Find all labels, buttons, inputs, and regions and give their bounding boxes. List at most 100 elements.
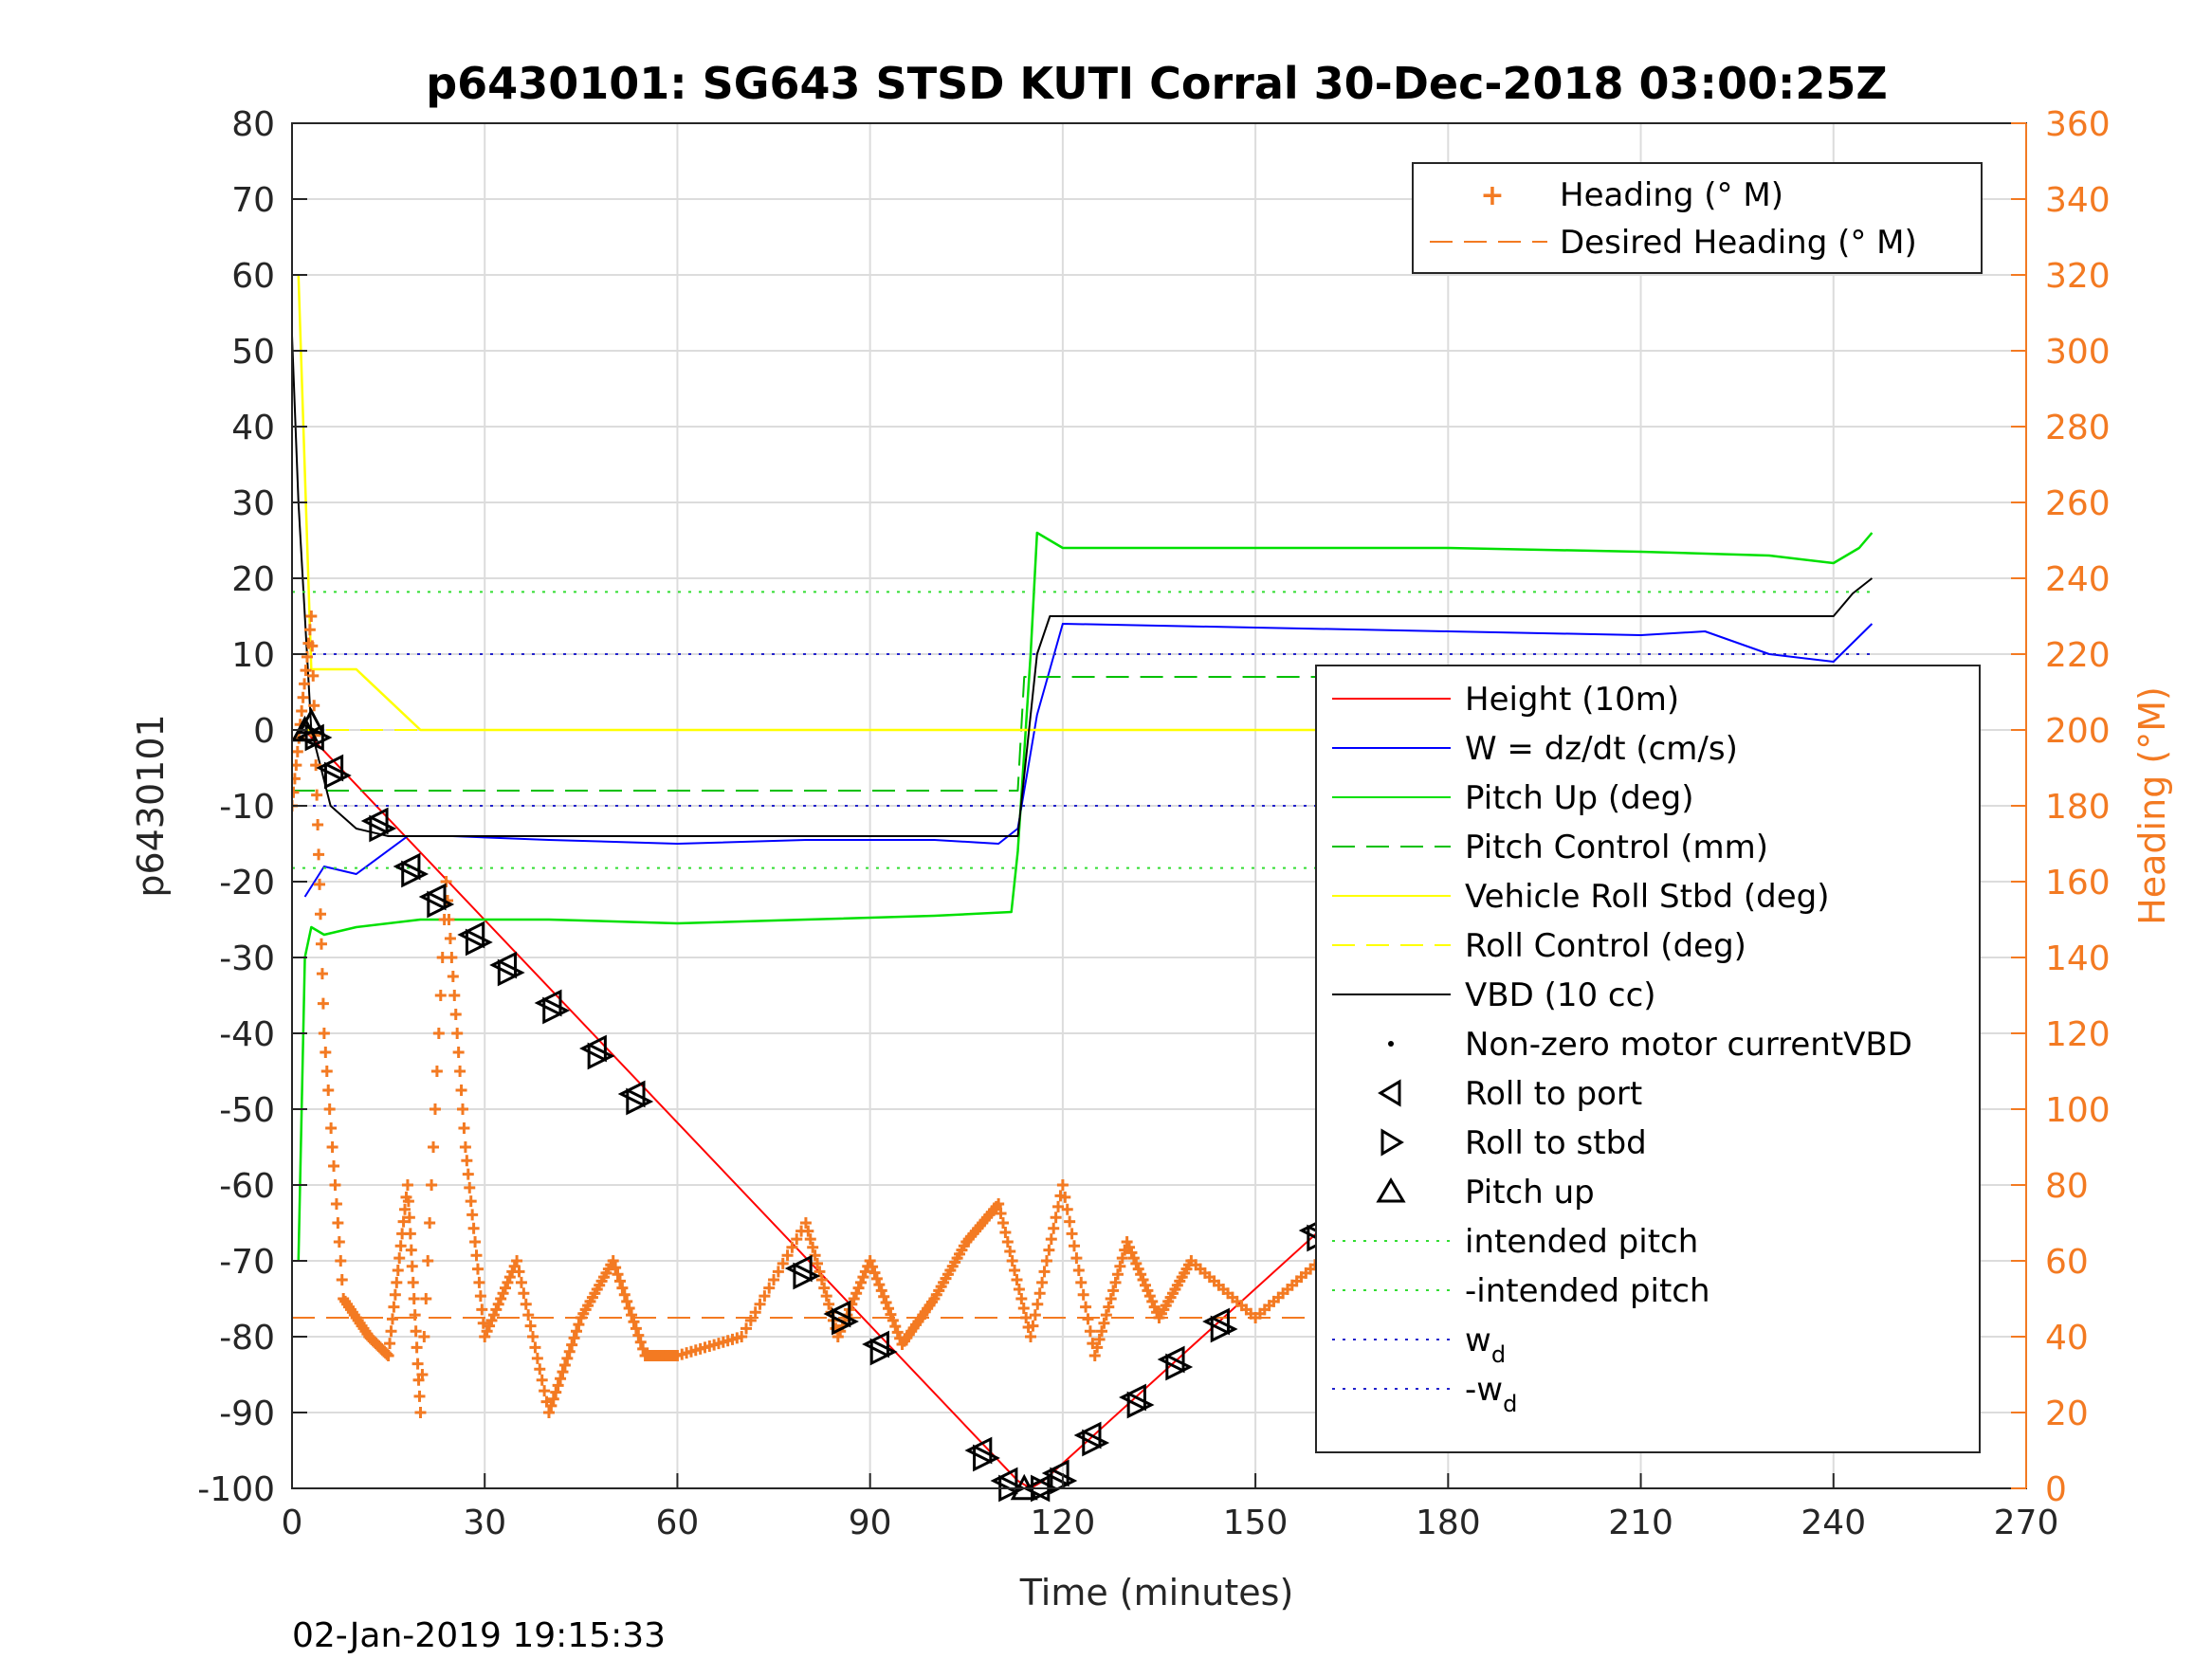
heading-m-point-108 xyxy=(432,1028,445,1039)
heading-m-point-376 xyxy=(1084,1325,1096,1338)
legend-wd-text: wd xyxy=(1465,1322,1506,1368)
heading-m-point-148 xyxy=(497,1287,509,1300)
vbd-10-cc-line xyxy=(292,335,1874,837)
heading-m-point-197 xyxy=(610,1262,622,1274)
roll-to-port-marker-3 xyxy=(393,852,421,881)
heading-m-point-79 xyxy=(394,1240,407,1252)
heading-m-point-375 xyxy=(1082,1313,1094,1325)
heading-m-point-202 xyxy=(621,1295,633,1307)
legend-neg-wd-label: -w xyxy=(1465,1371,1503,1409)
heading-m-point-35 xyxy=(328,1160,340,1172)
roll-to-port-marker-20 xyxy=(1202,1307,1230,1336)
heading-m-point-39 xyxy=(333,1236,345,1248)
legend-neg-intended-pitch-label: -intended pitch xyxy=(1465,1272,1710,1310)
heading-m-point-103 xyxy=(424,1217,436,1229)
heading-m-point-344 xyxy=(1011,1274,1023,1285)
heading-m-point-345 xyxy=(1013,1284,1025,1295)
heading-m-point-156 xyxy=(515,1276,527,1288)
legend-roll-port-marker xyxy=(1378,1079,1401,1107)
heading-m-point-381 xyxy=(1096,1325,1108,1338)
heading-m-point-203 xyxy=(623,1303,635,1314)
heading-m-point-145 xyxy=(490,1304,503,1316)
heading-m-point-361 xyxy=(1050,1212,1062,1224)
heading-m-point-136 xyxy=(473,1276,485,1288)
roll-to-stbd-marker-4 xyxy=(427,890,455,919)
heading-m-point-364 xyxy=(1056,1179,1069,1191)
heading-m-point-38 xyxy=(332,1217,344,1229)
heading-m-point-14 xyxy=(305,611,318,622)
heading-m-point-180 xyxy=(570,1325,582,1338)
y2-tick-label-12: 240 xyxy=(2045,560,2111,599)
legend-desired-heading-label: Desired Heading (° M) xyxy=(1560,224,1917,262)
heading-m-point-40 xyxy=(335,1255,347,1267)
roll-to-stbd-marker-17 xyxy=(1082,1429,1110,1457)
pitch-up-deg-line xyxy=(297,531,1874,1262)
y-tick-label-11: 10 xyxy=(231,636,275,675)
legend-intended-pitch-label: intended pitch xyxy=(1465,1223,1698,1261)
y2-tick-label-5: 100 xyxy=(2045,1091,2111,1130)
heading-m-point-370 xyxy=(1070,1252,1083,1265)
legend-heading-marker: + xyxy=(1480,179,1504,212)
heading-m-point-338 xyxy=(996,1217,1009,1229)
heading-m-point-261 xyxy=(820,1290,832,1303)
heading-m-point-87 xyxy=(404,1228,416,1240)
heading-m-point-282 xyxy=(868,1267,881,1279)
legend-neg-wd-sub: d xyxy=(1503,1391,1517,1417)
roll-to-port-marker-13 xyxy=(964,1436,993,1465)
heading-m-point-389 xyxy=(1114,1260,1126,1272)
heading-m-point-403 xyxy=(1146,1295,1159,1307)
y-tick-label-9: -10 xyxy=(219,788,275,827)
legend-wd-label: w xyxy=(1465,1322,1491,1359)
heading-m-point-130 xyxy=(465,1195,477,1208)
y2-tick-label-2: 40 xyxy=(2045,1319,2089,1358)
heading-m-point-404 xyxy=(1148,1301,1161,1313)
y2-tick-label-3: 60 xyxy=(2045,1243,2089,1282)
heading-m-point-99 xyxy=(416,1369,429,1380)
heading-m-point-120 xyxy=(451,1028,464,1039)
heading-m-point-132 xyxy=(467,1222,480,1234)
heading-m-point-384 xyxy=(1103,1301,1115,1313)
heading-m-point-259 xyxy=(815,1274,828,1285)
y2-tick-label-15: 300 xyxy=(2045,333,2111,372)
heading-m-point-198 xyxy=(612,1268,624,1281)
x-tick-label-7: 210 xyxy=(1608,1504,1673,1542)
heading-m-point-201 xyxy=(618,1288,631,1301)
heading-m-point-143 xyxy=(485,1314,498,1326)
heading-m-point-181 xyxy=(573,1319,585,1331)
y2-tick-label-7: 140 xyxy=(2045,939,2111,978)
roll-to-stbd-marker-2 xyxy=(369,814,397,843)
roll-to-stbd-marker-6 xyxy=(497,958,525,987)
y-tick-label-14: 40 xyxy=(231,409,275,447)
heading-m-point-137 xyxy=(474,1290,486,1303)
legend-pitch-control-label: Pitch Control (mm) xyxy=(1465,829,1768,866)
heading-m-point-175 xyxy=(558,1359,571,1371)
heading-m-point-240 xyxy=(744,1314,757,1326)
heading-m-point-27 xyxy=(317,997,329,1010)
heading-m-point-107 xyxy=(430,1066,443,1077)
heading-m-point-20 xyxy=(311,789,323,801)
heading-m-point-393 xyxy=(1124,1241,1136,1253)
heading-m-point-373 xyxy=(1077,1288,1089,1301)
heading-m-point-74 xyxy=(388,1301,400,1313)
heading-m-point-255 xyxy=(807,1241,819,1253)
x-axis-label: Time (minutes) xyxy=(1019,1572,1294,1613)
heading-m-point-119 xyxy=(449,1009,462,1020)
y-tick-label-4: -60 xyxy=(219,1167,275,1206)
heading-m-point-25 xyxy=(315,938,327,950)
y2-tick-label-18: 360 xyxy=(2045,105,2111,144)
heading-m-point-249 xyxy=(786,1241,798,1253)
heading-m-point-396 xyxy=(1130,1257,1143,1269)
heading-m-point-342 xyxy=(1006,1255,1018,1267)
heading-m-point-77 xyxy=(392,1265,404,1276)
roll-to-stbd-marker-19 xyxy=(1165,1353,1194,1381)
heading-m-point-36 xyxy=(329,1179,341,1191)
roll-to-port-marker-8 xyxy=(579,1034,607,1063)
footer-timestamp: 02-Jan-2019 19:15:33 xyxy=(292,1616,666,1655)
heading-m-point-207 xyxy=(632,1329,645,1341)
heading-m-point-129 xyxy=(464,1181,476,1194)
heading-m-point-170 xyxy=(547,1393,559,1405)
heading-m-point-115 xyxy=(444,933,456,944)
chart-title: p6430101: SG643 STSD KUTI Corral 30-Dec-… xyxy=(426,58,1887,109)
heading-m-point-274 xyxy=(850,1287,863,1300)
